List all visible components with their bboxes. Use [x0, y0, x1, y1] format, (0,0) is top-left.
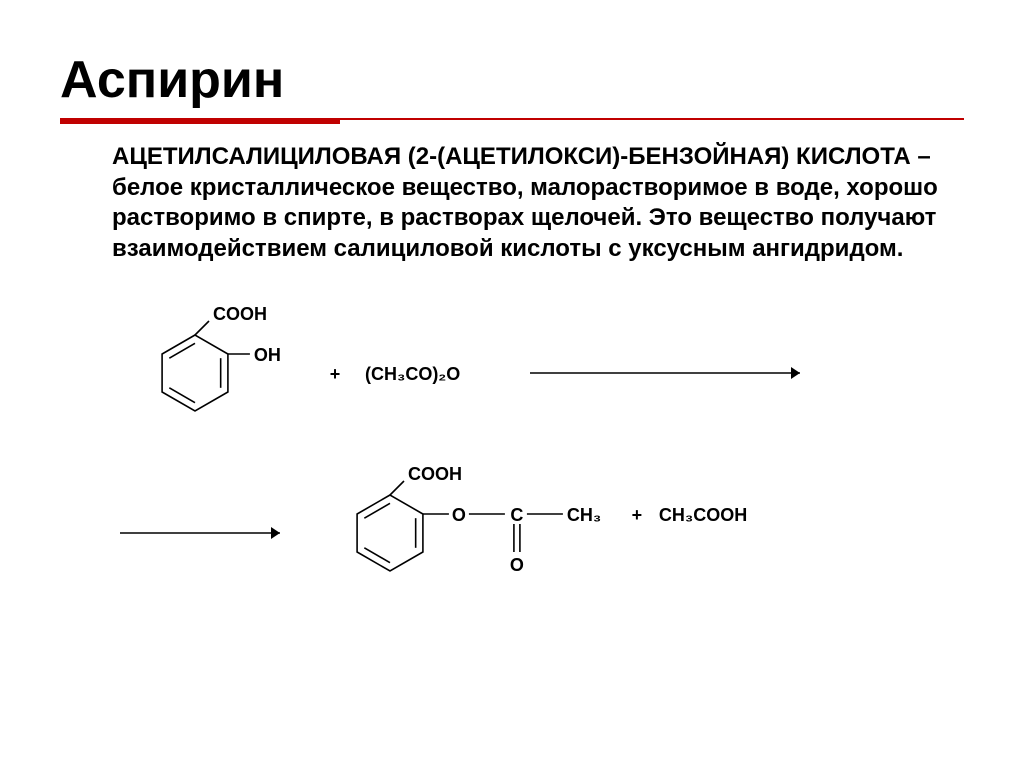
lead-term: АЦЕТИЛСАЛИЦИЛОВАЯ (2-(АЦЕТИЛОКСИ)-БЕНЗОЙ…: [112, 143, 911, 170]
svg-text:O: O: [510, 555, 524, 575]
svg-text:+: +: [330, 364, 341, 384]
title-rule: [60, 118, 964, 124]
svg-text:(CH₃CO)₂O: (CH₃CO)₂O: [365, 364, 460, 384]
svg-text:+: +: [632, 505, 643, 525]
page-title: Аспирин: [60, 50, 964, 110]
svg-text:CH₃COOH: CH₃COOH: [659, 505, 747, 525]
svg-text:CH₃: CH₃: [567, 505, 601, 525]
svg-text:COOH: COOH: [213, 304, 267, 324]
reaction-scheme: COOH OH + (CH₃CO)₂O COOH O C O CH₃ + CH₃COOH: [60, 293, 964, 633]
svg-text:COOH: COOH: [408, 464, 462, 484]
svg-text:C: C: [510, 505, 523, 525]
svg-text:OH: OH: [254, 345, 281, 365]
body-paragraph: АЦЕТИЛСАЛИЦИЛОВАЯ (2-(АЦЕТИЛОКСИ)-БЕНЗОЙ…: [60, 142, 964, 265]
svg-text:O: O: [452, 505, 466, 525]
